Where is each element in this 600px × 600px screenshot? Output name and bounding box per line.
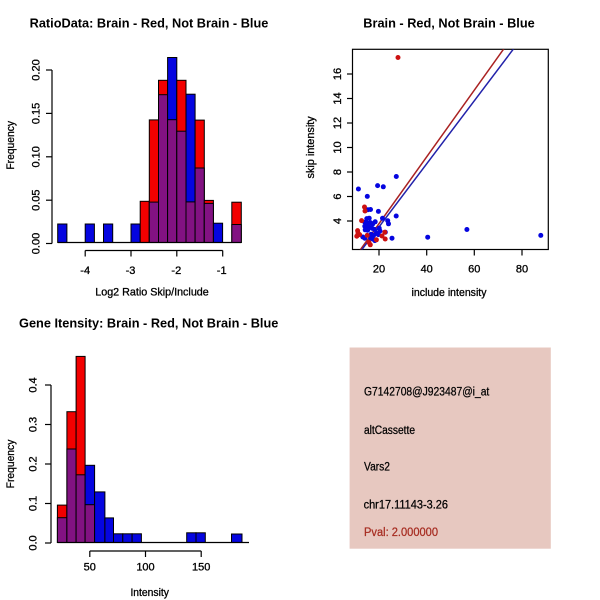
svg-text:8: 8 xyxy=(332,169,344,175)
svg-text:150: 150 xyxy=(192,562,210,574)
svg-text:include intensity: include intensity xyxy=(412,287,487,299)
svg-text:G7142708@J923487@i_at: G7142708@J923487@i_at xyxy=(364,386,490,398)
svg-text:40: 40 xyxy=(421,264,433,276)
svg-text:chr17.11143-3.26: chr17.11143-3.26 xyxy=(364,500,448,512)
svg-text:20: 20 xyxy=(373,264,385,276)
svg-text:6: 6 xyxy=(332,193,344,199)
svg-text:Brain - Red, Not Brain - Blue: Brain - Red, Not Brain - Blue xyxy=(363,16,534,31)
svg-text:0.05: 0.05 xyxy=(31,189,43,210)
svg-text:0.10: 0.10 xyxy=(31,146,43,167)
svg-text:Frequency: Frequency xyxy=(5,120,17,169)
svg-text:Intensity: Intensity xyxy=(130,587,169,599)
svg-text:0.15: 0.15 xyxy=(31,103,43,124)
svg-text:-2: -2 xyxy=(171,265,181,277)
svg-text:16: 16 xyxy=(332,68,344,80)
svg-text:Gene Itensity: Brain - Red, No: Gene Itensity: Brain - Red, Not Brain - … xyxy=(19,316,278,331)
svg-text:skip intensity: skip intensity xyxy=(305,116,317,179)
svg-text:4: 4 xyxy=(332,218,344,224)
svg-text:0.00: 0.00 xyxy=(31,233,43,254)
svg-text:-4: -4 xyxy=(80,265,90,277)
svg-text:100: 100 xyxy=(136,562,154,574)
svg-text:50: 50 xyxy=(84,562,96,574)
svg-text:0.0: 0.0 xyxy=(28,535,40,550)
svg-text:80: 80 xyxy=(516,264,528,276)
svg-text:0.4: 0.4 xyxy=(28,377,40,392)
svg-text:0.20: 0.20 xyxy=(31,59,43,80)
svg-text:0.3: 0.3 xyxy=(28,417,40,432)
svg-text:0.1: 0.1 xyxy=(28,496,40,511)
svg-text:Frequency: Frequency xyxy=(5,439,17,488)
svg-text:RatioData: Brain - Red, Not Br: RatioData: Brain - Red, Not Brain - Blue xyxy=(30,16,269,31)
svg-text:-3: -3 xyxy=(126,265,136,277)
svg-text:0.2: 0.2 xyxy=(28,456,40,471)
svg-text:12: 12 xyxy=(332,117,344,129)
svg-text:10: 10 xyxy=(332,141,344,153)
svg-text:14: 14 xyxy=(332,92,344,104)
svg-text:-1: -1 xyxy=(217,265,227,277)
svg-text:Pval: 2.000000: Pval: 2.000000 xyxy=(364,527,438,539)
svg-text:Log2 Ratio Skip/Include: Log2 Ratio Skip/Include xyxy=(95,287,209,299)
svg-text:60: 60 xyxy=(468,264,480,276)
svg-text:altCassette: altCassette xyxy=(364,425,415,437)
svg-text:Vars2: Vars2 xyxy=(364,461,390,473)
